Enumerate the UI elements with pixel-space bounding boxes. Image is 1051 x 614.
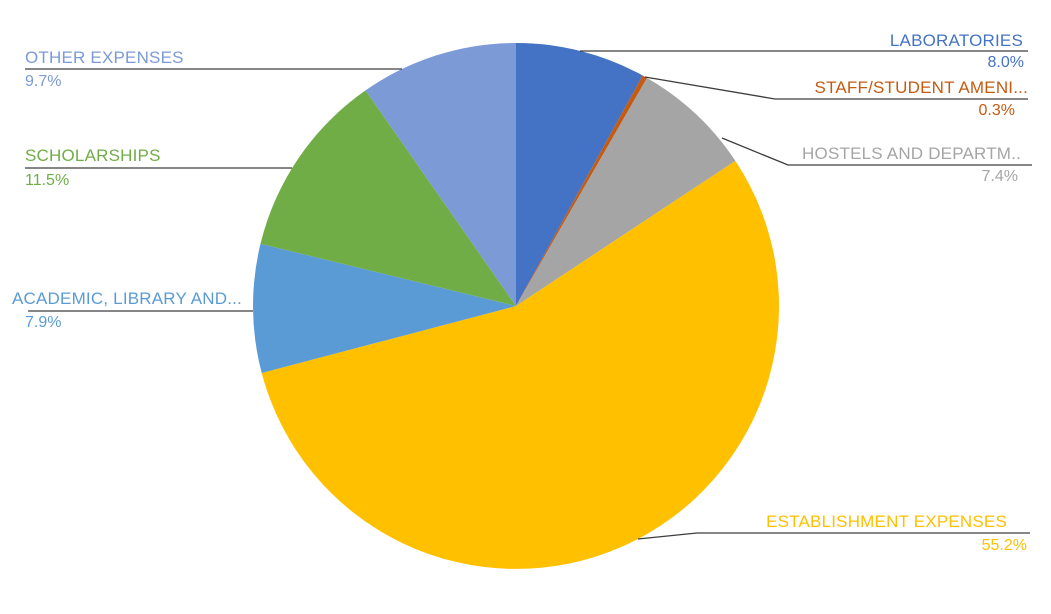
slice-pct-establishment-expenses: 55.2% xyxy=(981,537,1027,554)
slice-label-establishment-expenses: ESTABLISHMENT EXPENSES xyxy=(766,512,1007,531)
pie-slice-staff-student-ameni[interactable] xyxy=(516,75,647,307)
leader-line-3 xyxy=(637,532,1030,540)
leader-line-2 xyxy=(721,137,1032,166)
slice-pct-hostels-and-departments: 7.4% xyxy=(981,168,1018,185)
slice-label-laboratories: LABORATORIES xyxy=(889,31,1023,50)
leader-line-1 xyxy=(644,76,1028,100)
slice-label-hostels-and-departments: HOSTELS AND DEPARTM.. xyxy=(802,144,1021,163)
slice-pct-academic-library: 7.9% xyxy=(25,314,62,331)
slice-pct-laboratories: 8.0% xyxy=(987,54,1024,71)
pie xyxy=(253,42,780,569)
slice-label-academic-library: ACADEMIC, LIBRARY AND... xyxy=(12,289,242,308)
pie-slice-establishment-expenses[interactable] xyxy=(261,160,780,569)
leader-lines xyxy=(25,50,1032,540)
slice-pct-other-expenses: 9.7% xyxy=(25,73,62,90)
pie-slice-other-expenses[interactable] xyxy=(365,43,517,306)
pie-slice-scholarships[interactable] xyxy=(260,90,517,307)
slice-label-staff-student-amenities: STAFF/STUDENT AMENI... xyxy=(814,78,1028,97)
slice-pct-staff-student-amenities: 0.3% xyxy=(978,102,1015,119)
slice-label-scholarships: SCHOLARSHIPS xyxy=(25,146,161,165)
pie-slice-laboratories[interactable] xyxy=(516,42,643,306)
pie-slice-academic-library-and[interactable] xyxy=(253,243,516,373)
slice-label-other-expenses: OTHER EXPENSES xyxy=(25,48,184,67)
pie-slice-hostels-and-departm[interactable] xyxy=(516,78,736,306)
slice-pct-scholarships: 11.5% xyxy=(25,172,70,189)
